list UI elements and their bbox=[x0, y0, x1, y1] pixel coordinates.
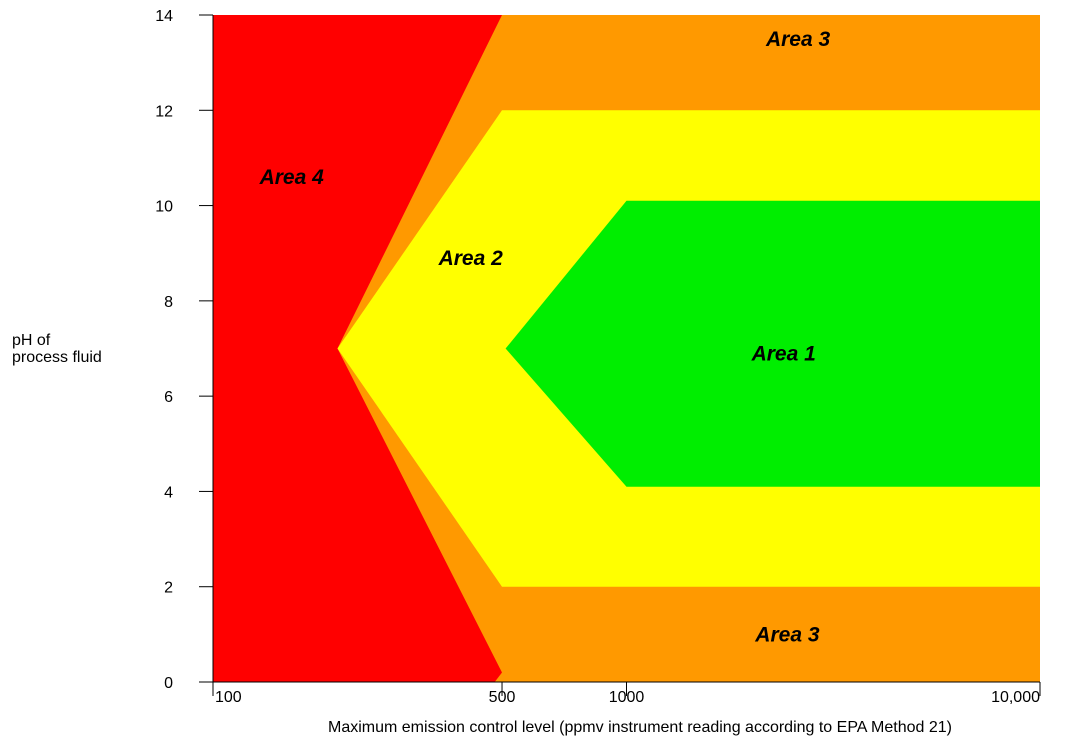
region-area-1-3 bbox=[505, 200, 1041, 487]
area-label-area-3: Area 3 bbox=[754, 623, 820, 646]
y-tick-label: 14 bbox=[155, 8, 173, 25]
area-label-area-2: Area 2 bbox=[438, 247, 504, 270]
x-tick-label: 1000 bbox=[609, 689, 645, 706]
area-label-layer: Area 4 Area 2 Area 1 Area 3 Area 3 bbox=[259, 28, 831, 647]
area-label-area-4: Area 4 bbox=[259, 166, 325, 189]
y-tick-label: 6 bbox=[164, 389, 173, 406]
y-tick-label: 12 bbox=[155, 103, 173, 120]
y-axis-title-line-2: process fluid bbox=[12, 349, 102, 366]
x-tick-label: 10,000 bbox=[991, 689, 1040, 706]
y-tick-label: 8 bbox=[164, 294, 173, 311]
x-tick-label: 500 bbox=[489, 689, 516, 706]
y-tick-label: 4 bbox=[164, 484, 173, 501]
area-label-area-3: Area 3 bbox=[765, 28, 831, 51]
region-layer bbox=[213, 15, 1041, 682]
x-axis-title: Maximum emission control level (ppmv ins… bbox=[328, 719, 952, 736]
x-tick-label: 100 bbox=[215, 689, 242, 706]
y-axis-title: pH of process fluid bbox=[12, 332, 102, 366]
y-axis-title-line-1: pH of bbox=[12, 332, 51, 349]
y-tick-label: 2 bbox=[164, 580, 173, 597]
y-tick-label: 10 bbox=[155, 199, 173, 216]
area-label-area-1: Area 1 bbox=[751, 342, 816, 365]
region-area-4-1 bbox=[213, 15, 502, 682]
axes-layer: 0 2 4 6 8 10 12 14 100 500 1000 10,000 bbox=[155, 8, 1041, 706]
y-tick-label: 0 bbox=[164, 675, 173, 692]
